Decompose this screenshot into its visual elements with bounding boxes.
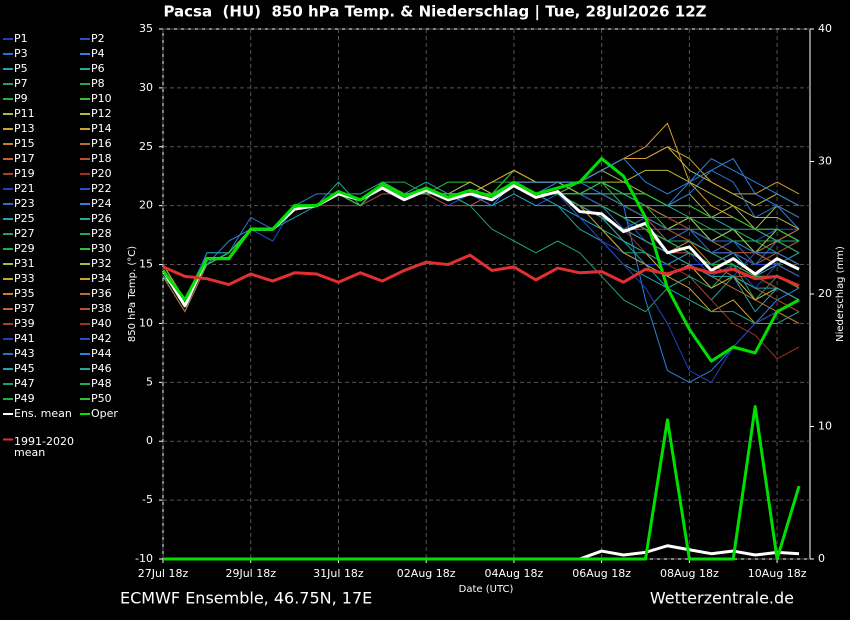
- subtitle: ECMWF Ensemble, 46.75N, 17E: [120, 589, 372, 608]
- legend-label: P6: [91, 62, 105, 75]
- legend-label: P35: [14, 287, 35, 300]
- legend-label: P9: [14, 92, 28, 105]
- legend-label: P11: [14, 107, 35, 120]
- x-tick-label: 08Aug 18z: [660, 567, 719, 580]
- legend-label: P19: [14, 167, 35, 180]
- legend-label: P39: [14, 317, 35, 330]
- x-tick-label: 29Jul 18z: [225, 567, 276, 580]
- legend-label: P2: [91, 32, 105, 45]
- legend-label: P44: [91, 347, 112, 360]
- y2-tick-label: 0: [818, 552, 825, 565]
- y-tick-label: 0: [146, 434, 153, 447]
- source: Wetterzentrale.de: [650, 589, 794, 608]
- y-tick-label: 15: [139, 258, 153, 271]
- legend-label: P32: [91, 257, 112, 270]
- legend-label: P14: [91, 122, 112, 135]
- legend-label: P28: [91, 227, 112, 240]
- legend-label: P40: [91, 317, 112, 330]
- x-tick-label: 10Aug 18z: [748, 567, 807, 580]
- y-tick-label: 25: [139, 140, 153, 153]
- precip-line: [163, 405, 801, 561]
- temperature-line: [161, 157, 800, 363]
- y2-tick-label: 10: [818, 420, 832, 433]
- y2-tick-label: 20: [818, 287, 832, 300]
- legend-label: P31: [14, 257, 35, 270]
- legend-label: P13: [14, 122, 35, 135]
- legend-label: P46: [91, 362, 112, 375]
- plot-area: [162, 28, 811, 560]
- legend-label: P15: [14, 137, 35, 150]
- legend-label: P26: [91, 212, 112, 225]
- y-tick-label: 35: [139, 22, 153, 35]
- legend-label: P17: [14, 152, 35, 165]
- y-tick-label: -10: [135, 552, 153, 565]
- legend-label: P38: [91, 302, 112, 315]
- x-axis-label: Date (UTC): [459, 584, 514, 595]
- legend-label: P5: [14, 62, 28, 75]
- legend-label: P42: [91, 332, 112, 345]
- y-tick-label: 10: [139, 316, 153, 329]
- legend-label: P12: [91, 107, 112, 120]
- legend-label: P24: [91, 197, 112, 210]
- legend-label: P50: [91, 392, 112, 405]
- legend-label: P23: [14, 197, 35, 210]
- legend-label: P1: [14, 32, 28, 45]
- legend-label: P36: [91, 287, 112, 300]
- y-tick-label: 20: [139, 199, 153, 212]
- legend-label: Oper: [91, 407, 118, 420]
- legend-label: P34: [91, 272, 112, 285]
- y-tick-label: 30: [139, 81, 153, 94]
- legend-label: P7: [14, 77, 28, 90]
- legend-label: P20: [91, 167, 112, 180]
- x-tick-label: 27Jul 18z: [138, 567, 189, 580]
- temperature-line: [162, 253, 800, 288]
- legend-label: P16: [91, 137, 112, 150]
- x-tick-label: 31Jul 18z: [313, 567, 364, 580]
- legend-label: P37: [14, 302, 35, 315]
- y2-axis-label: Niederschlag (mm): [835, 246, 846, 342]
- legend-label: P33: [14, 272, 35, 285]
- legend-label: P18: [91, 152, 112, 165]
- x-tick-label: 06Aug 18z: [572, 567, 631, 580]
- legend-label: P4: [91, 47, 105, 60]
- y2-tick-label: 30: [818, 155, 832, 168]
- chart-title: Pacsa (HU) 850 hPa Temp. & Niederschlag …: [163, 3, 706, 22]
- y-axis-label: 850 hPa Temp. (°C): [127, 246, 138, 342]
- y-tick-label: 5: [146, 375, 153, 388]
- legend-label: P49: [14, 392, 35, 405]
- legend-label: P3: [14, 47, 28, 60]
- legend-label: P29: [14, 242, 35, 255]
- legend-label: P45: [14, 362, 35, 375]
- y-tick-label: -5: [142, 493, 153, 506]
- x-tick-label: 02Aug 18z: [397, 567, 456, 580]
- legend-label: P25: [14, 212, 35, 225]
- legend-label: Ens. mean: [14, 407, 72, 420]
- legend-label: P47: [14, 377, 35, 390]
- legend-label: P27: [14, 227, 35, 240]
- legend-label: P43: [14, 347, 35, 360]
- legend-label: P21: [14, 182, 35, 195]
- legend-label: P22: [91, 182, 112, 195]
- legend-label: P8: [91, 77, 105, 90]
- legend-label: P10: [91, 92, 112, 105]
- x-tick-label: 04Aug 18z: [485, 567, 544, 580]
- y2-tick-label: 40: [818, 22, 832, 35]
- legend-label: P48: [91, 377, 112, 390]
- legend-label: 1991-2020 mean: [14, 435, 74, 459]
- legend-label: P41: [14, 332, 35, 345]
- legend-label: P30: [91, 242, 112, 255]
